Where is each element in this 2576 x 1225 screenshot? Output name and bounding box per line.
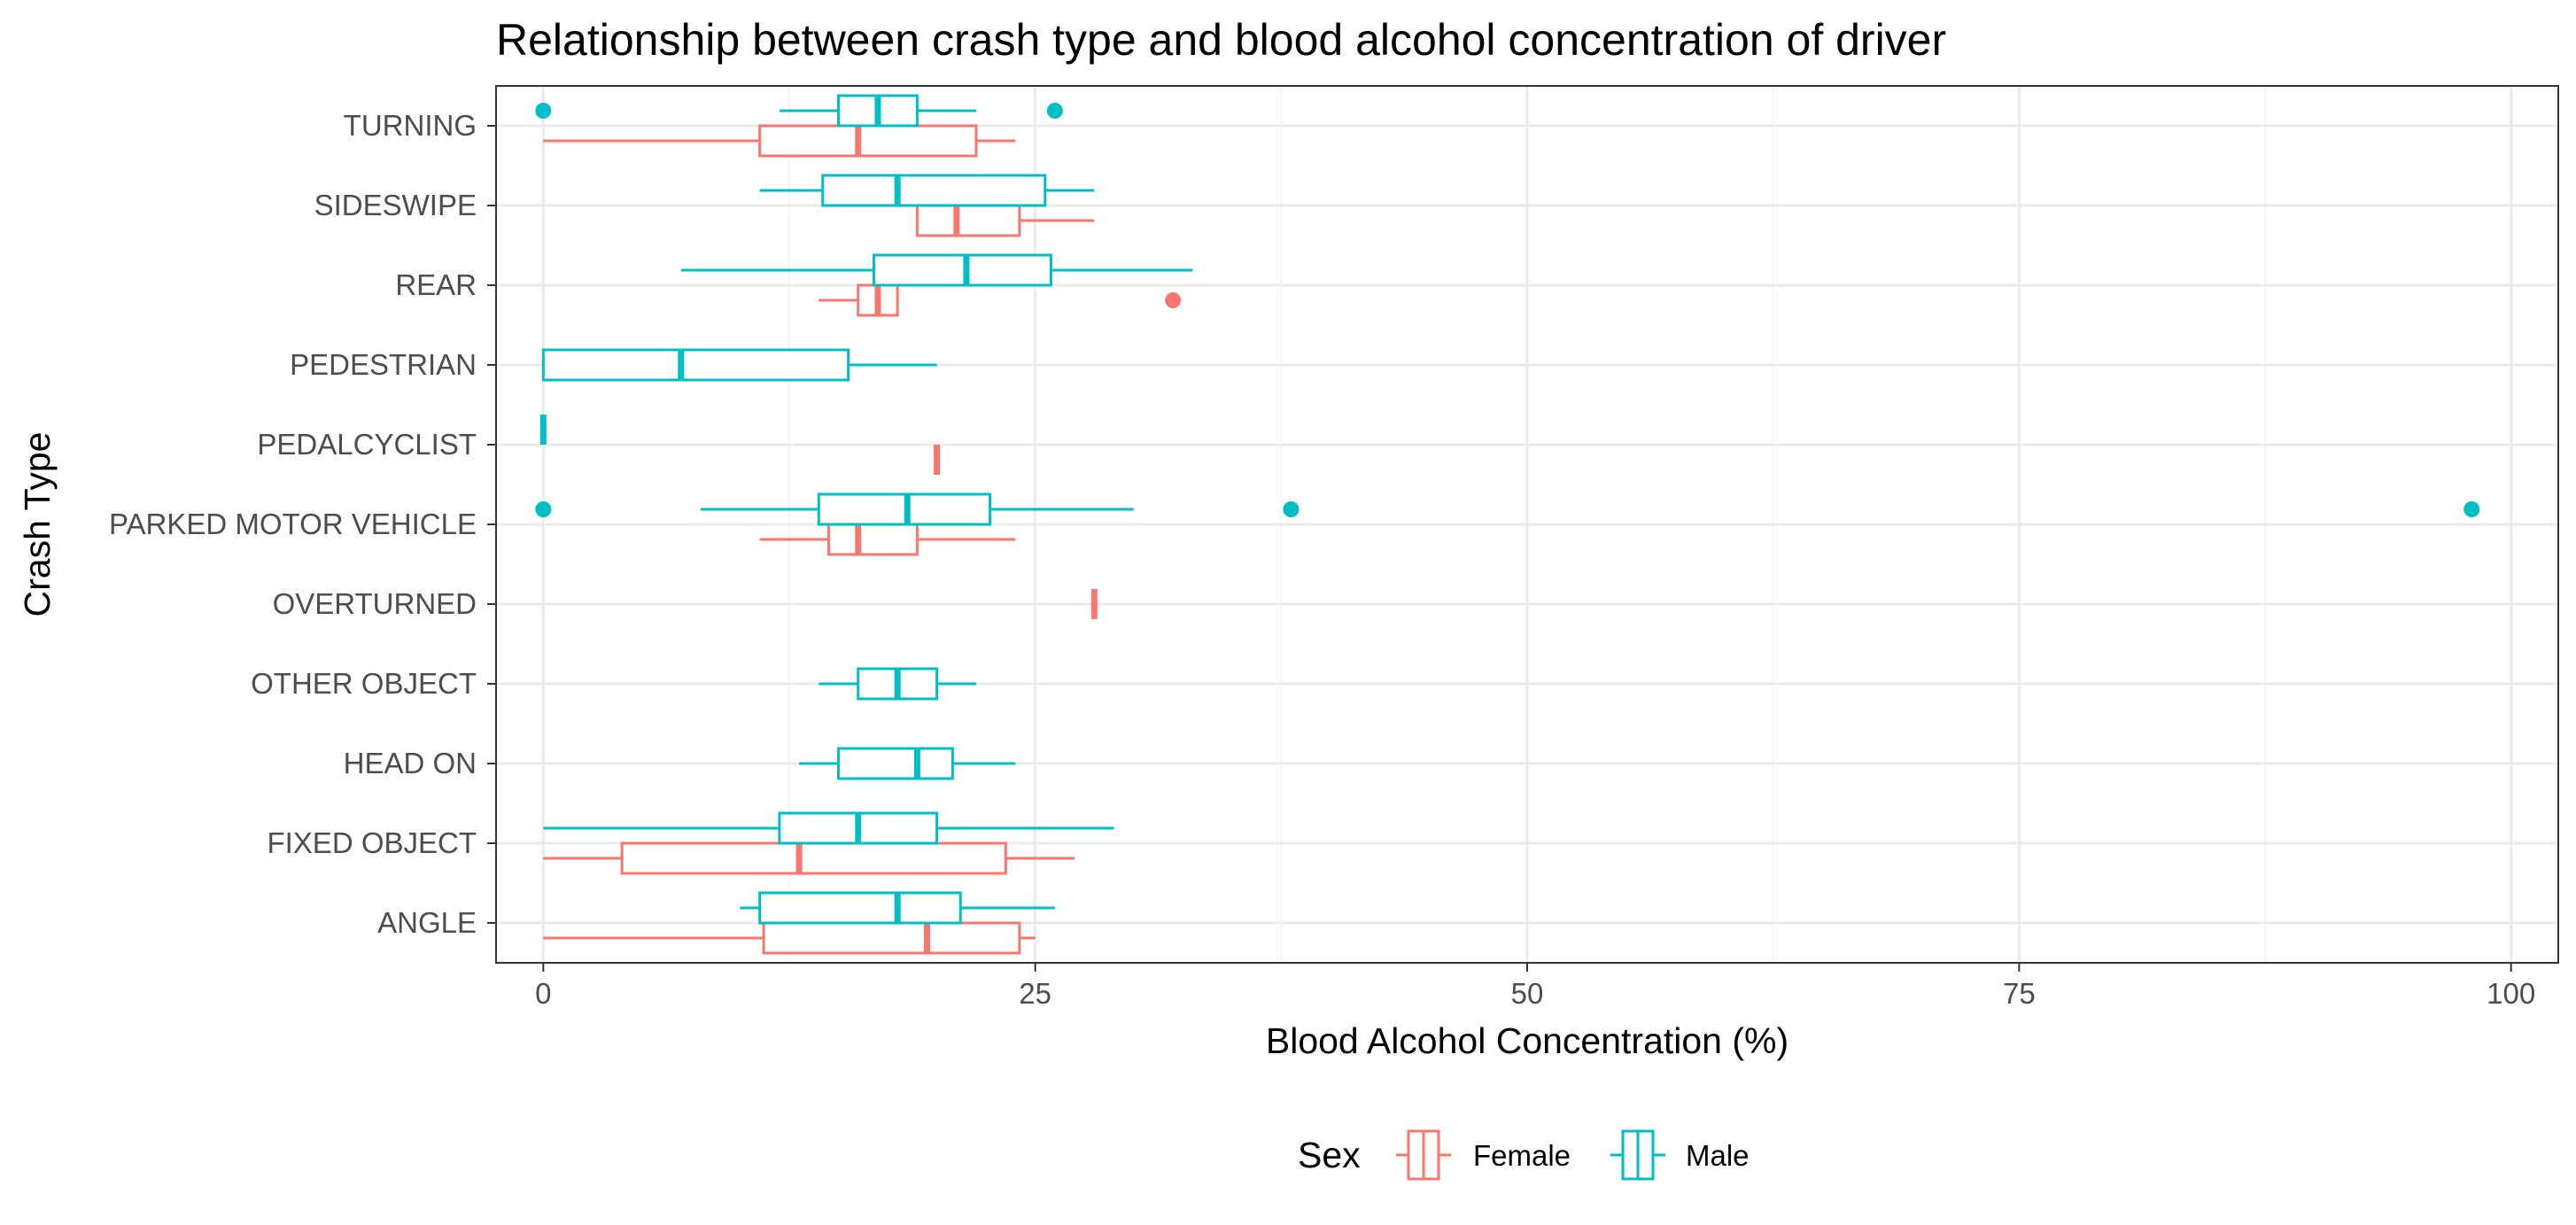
outlier-point	[1046, 103, 1063, 119]
chart-title: Relationship between crash type and bloo…	[496, 15, 1946, 65]
y-tick-label: TURNING	[344, 109, 477, 142]
box-iqr	[758, 891, 962, 925]
x-axis: 0 25 50 75 100	[535, 963, 2535, 1010]
box-iqr	[762, 921, 1021, 955]
legend-title: Sex	[1298, 1135, 1361, 1175]
box-iqr	[821, 174, 1047, 207]
outlier-point	[2463, 501, 2480, 517]
box-female-angle	[543, 921, 1036, 955]
grid-lines	[496, 86, 2558, 963]
box-iqr	[915, 204, 1021, 237]
legend-label-male: Male	[1686, 1139, 1750, 1172]
y-tick-label: OVERTURNED	[273, 587, 477, 620]
y-tick-label: PEDESTRIAN	[290, 348, 477, 381]
y-tick-label: OTHER OBJECT	[251, 667, 477, 700]
outlier-point	[1283, 501, 1300, 517]
y-tick-label: PARKED MOTOR VEHICLE	[109, 508, 477, 540]
x-tick-label: 0	[535, 977, 551, 1010]
y-tick-label: REAR	[395, 268, 477, 301]
box-layer	[535, 94, 2480, 955]
legend-key-male	[1610, 1129, 1665, 1181]
box-iqr	[826, 523, 919, 556]
box-iqr	[541, 348, 850, 382]
y-tick-label: ANGLE	[377, 906, 477, 939]
box-female-fixed-object	[543, 841, 1075, 875]
box-iqr	[837, 747, 954, 780]
x-tick-label: 100	[2487, 977, 2535, 1010]
y-tick-label: HEAD ON	[344, 747, 477, 779]
legend: Sex Female Male	[1298, 1129, 1750, 1181]
box-iqr	[873, 253, 1052, 287]
box-female-rear	[819, 283, 1182, 317]
y-tick-label: SIDESWIPE	[314, 189, 477, 221]
x-tick-label: 75	[2003, 977, 2036, 1010]
legend-label-female: Female	[1473, 1139, 1571, 1172]
box-male-fixed-object	[543, 811, 1114, 845]
box-male-other-object	[819, 667, 977, 701]
box-male-pedestrian	[541, 348, 937, 382]
x-tick-label: 25	[1019, 977, 1051, 1010]
box-male-rear	[680, 253, 1193, 287]
box-female-sideswipe	[915, 204, 1095, 237]
y-tick-label: PEDALCYCLIST	[257, 428, 477, 461]
y-axis-title: Crash Type	[17, 432, 58, 617]
box-iqr	[620, 841, 1007, 875]
box-male-turning	[535, 94, 1063, 128]
box-male-parked-motor-vehicle	[535, 492, 2480, 526]
y-tick-label: FIXED OBJECT	[267, 826, 477, 859]
box-male-sideswipe	[759, 174, 1095, 207]
x-axis-title: Blood Alcohol Concentration (%)	[1266, 1020, 1788, 1061]
box-male-head-on	[799, 747, 1016, 780]
y-axis: ANGLE FIXED OBJECT HEAD ON OTHER OBJECT OVER…	[109, 109, 496, 939]
outlier-point	[1165, 292, 1182, 308]
x-tick-label: 50	[1511, 977, 1544, 1010]
legend-key-female	[1396, 1129, 1451, 1181]
outlier-point	[535, 501, 552, 517]
outlier-point	[535, 103, 552, 119]
box-male-angle	[740, 891, 1055, 925]
box-iqr	[758, 124, 978, 158]
